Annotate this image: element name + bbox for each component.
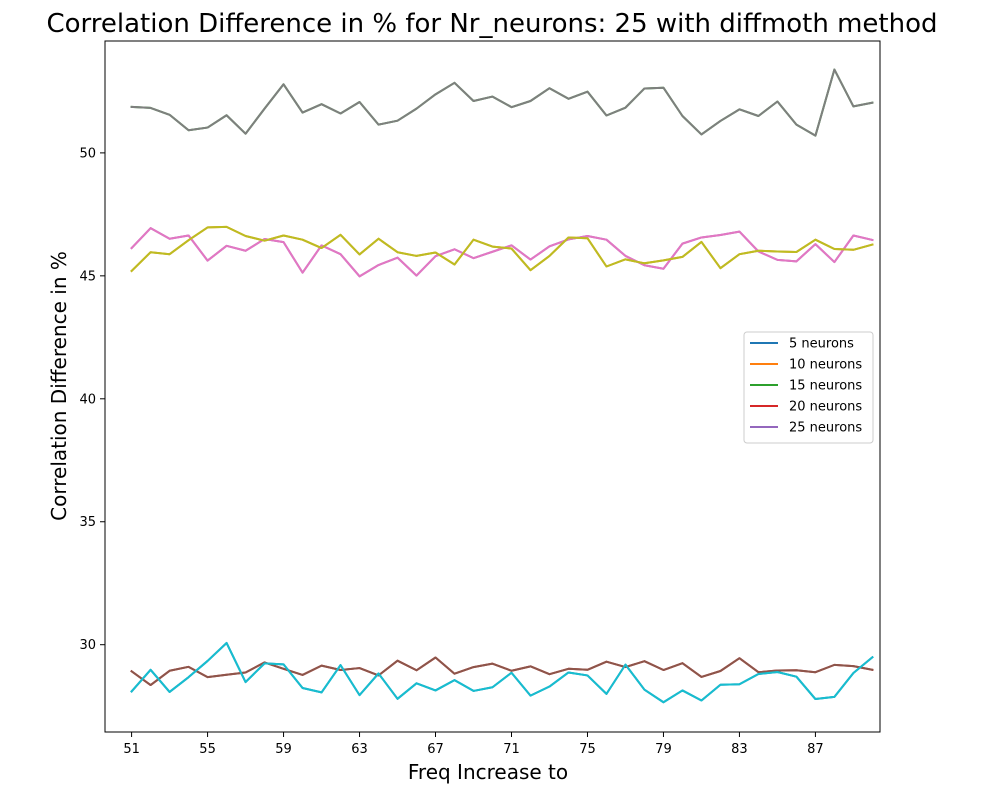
legend-label: 25 neurons	[789, 421, 862, 436]
x-tick-label: 87	[807, 742, 824, 757]
series-line-9	[130, 225, 874, 273]
legend-label: 10 neurons	[789, 358, 862, 373]
x-tick-label: 71	[503, 742, 520, 757]
series-line-10	[130, 641, 874, 704]
x-axis: 51 55 59 63 67 71 75 79 83 87	[123, 732, 824, 757]
y-tick-label: 30	[79, 638, 96, 653]
series-layer	[130, 68, 874, 704]
x-tick-label: 55	[199, 742, 216, 757]
x-tick-label: 63	[351, 742, 368, 757]
legend-label: 5 neurons	[789, 337, 854, 352]
x-tick-label: 79	[655, 742, 672, 757]
chart-title: Correlation Difference in % for Nr_neuro…	[46, 9, 937, 39]
y-tick-label: 50	[79, 146, 96, 161]
x-tick-label: 51	[123, 742, 140, 757]
legend: 5 neurons 10 neurons 15 neurons 20 neurons 2…	[743, 331, 874, 444]
legend-label: 15 neurons	[789, 379, 862, 394]
series-line-8	[130, 68, 874, 137]
legend-box	[743, 331, 874, 444]
legend-label: 20 neurons	[789, 400, 862, 415]
y-tick-label: 45	[79, 269, 96, 284]
x-tick-label: 83	[731, 742, 748, 757]
series-line-6	[130, 656, 874, 687]
y-axis: 30 35 40 45 50	[79, 146, 105, 653]
x-axis-label: Freq Increase to	[408, 760, 568, 784]
x-tick-label: 59	[275, 742, 292, 757]
plot-frame	[104, 40, 881, 733]
x-tick-label: 75	[579, 742, 596, 757]
y-tick-label: 40	[79, 392, 96, 407]
x-tick-label: 67	[427, 742, 444, 757]
y-axis-label: Correlation Difference in %	[47, 251, 71, 521]
y-tick-label: 35	[79, 515, 96, 530]
